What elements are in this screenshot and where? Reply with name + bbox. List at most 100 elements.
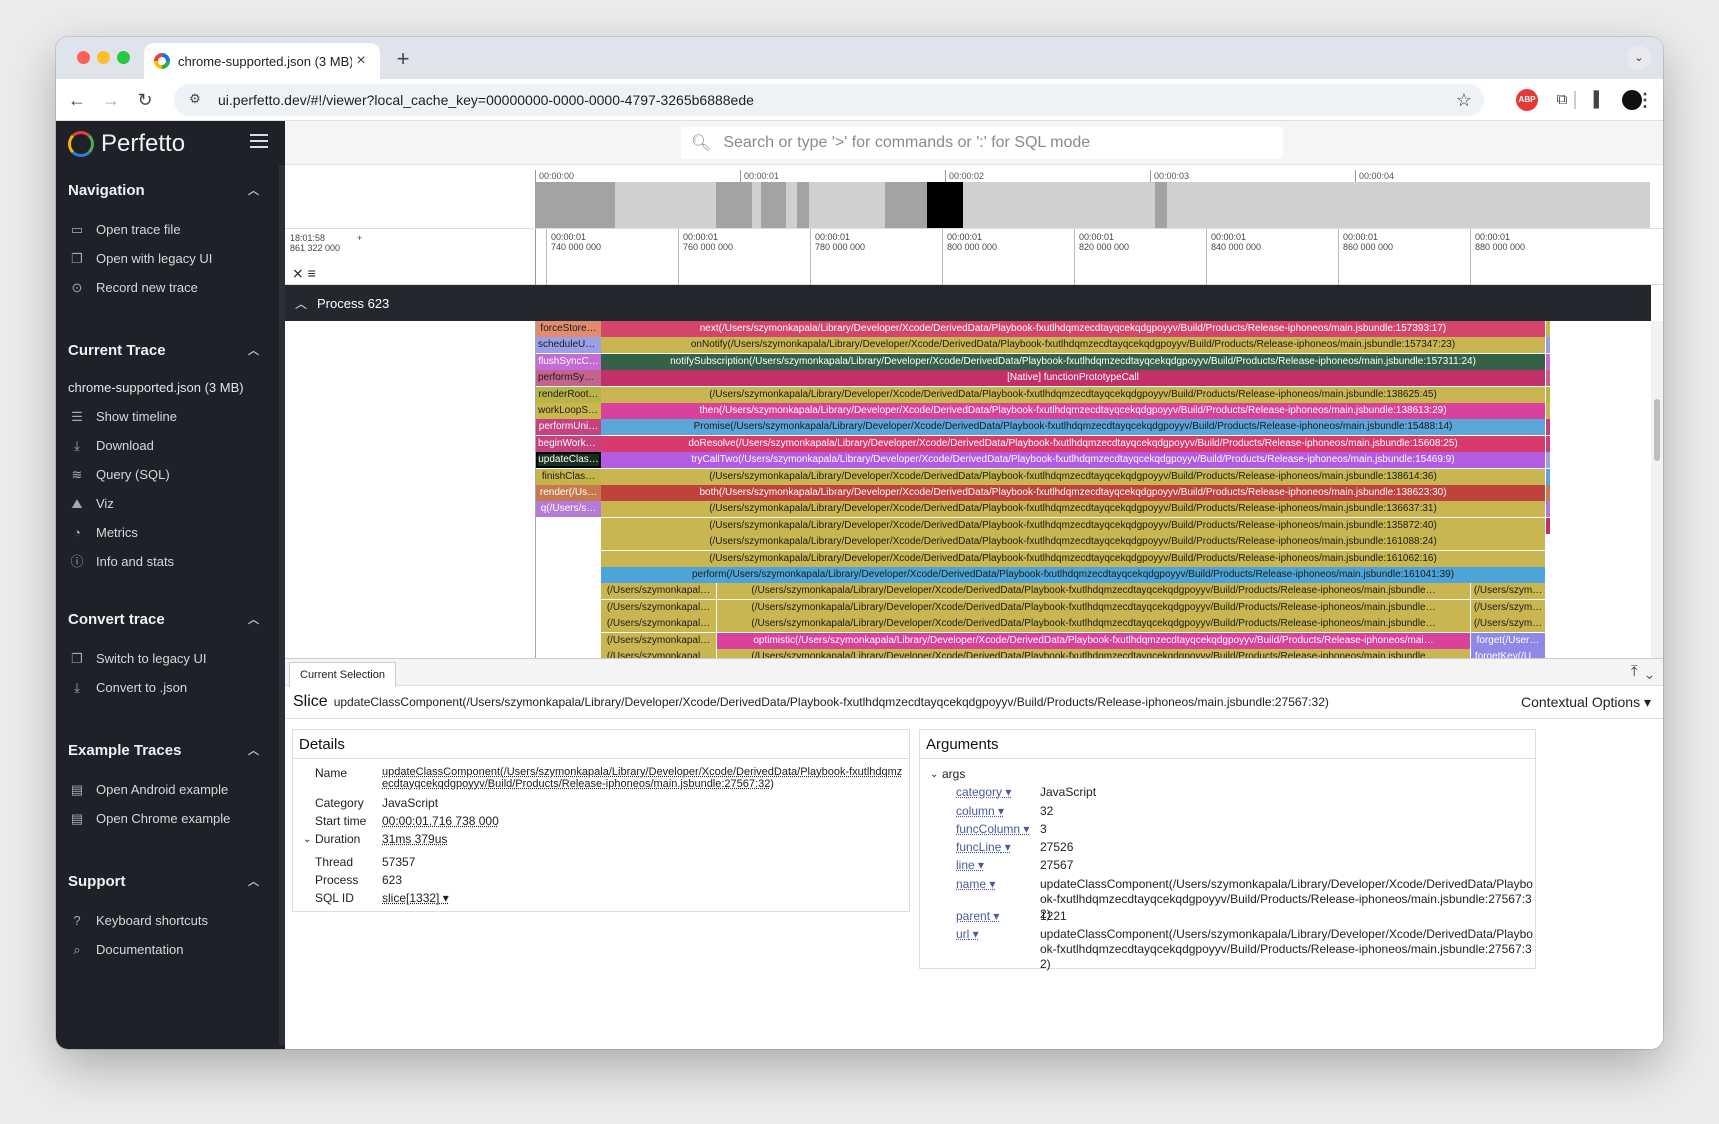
sidebar-item-open-trace-file[interactable]: ▭ Open trace file [56,215,279,244]
tab-current-selection[interactable]: Current Selection [289,662,396,687]
slice[interactable]: performSyn… [536,370,601,387]
argument-key[interactable]: parent ▾ [956,909,1040,924]
slice[interactable]: forceStore… [536,321,601,337]
slice[interactable]: finishClas… [536,468,601,485]
contextual-options-button[interactable]: Contextual Options ▾ [1521,694,1651,710]
overview-track[interactable] [535,182,1650,228]
add-marker-icon[interactable]: + [357,233,363,243]
slice[interactable]: onNotify(/Users/szymonkapala/Library/Dev… [601,337,1545,354]
slice[interactable]: (/Users/szymonkapala/Library/Developer/X… [717,616,1470,633]
tracks-scrollbar[interactable] [1651,321,1663,658]
profile-avatar[interactable] [1622,90,1642,110]
close-tab-icon[interactable]: × [356,52,366,69]
sidebar-item-download[interactable]: ⤓ Download [56,431,279,460]
process-track-header[interactable]: ︿ Process 623 [285,285,1651,321]
detail-name-link[interactable]: updateClassComponent(/Users/szymonkapala… [382,766,903,790]
slice[interactable]: notifySubscription(/Users/szymonkapala/L… [601,353,1545,370]
adblock-extension-icon[interactable]: ABP [1516,89,1538,111]
side-panel-icon[interactable]: ▌ [1593,91,1605,108]
sidebar-item-switch-legacy-ui[interactable]: ❐ Switch to legacy UI [56,644,279,673]
argument-key[interactable]: funcColumn ▾ [956,822,1040,837]
edge-slice[interactable] [1546,419,1550,436]
sidebar-item-keyboard-shortcuts[interactable]: ? Keyboard shortcuts [56,906,279,935]
slice[interactable]: render(/Us… [536,485,601,501]
sidebar-item-viz[interactable]: ⛰ Viz [56,489,279,518]
slice[interactable]: workLoopSy… [536,403,601,419]
slice[interactable]: (/Users/szymonkapal… [601,649,716,658]
detail-row-duration[interactable]: ⌄ Duration 31ms 379us [303,832,447,847]
slice[interactable]: (/Users/szymonkapala/Library/Developer/X… [717,599,1470,616]
edge-slice[interactable] [1546,501,1550,518]
close-window-button[interactable] [77,51,90,64]
chevron-up-icon[interactable]: ︿ [248,185,259,197]
slice[interactable]: Promise(/Users/szymonkapala/Library/Deve… [601,419,1545,436]
new-tab-icon[interactable]: + [396,46,410,71]
slice[interactable]: next(/Users/szymonkapala/Library/Develop… [601,321,1545,337]
sidebar-item-query-sql[interactable]: ≋ Query (SQL) [56,460,279,489]
omnibox-search[interactable]: 🔍︎ Search or type '>' for commands or ':… [681,127,1283,159]
slice[interactable]: (/Users/szym… [1471,583,1545,600]
slice[interactable]: (/Users/szymonkapal… [601,616,716,633]
argument-key[interactable]: category ▾ [956,785,1040,800]
edge-slice[interactable] [1546,468,1550,485]
chevron-up-icon[interactable]: ︿ [248,345,259,357]
zoom-window-button[interactable] [117,51,130,64]
selected-slice[interactable]: updateClas… [536,452,601,469]
overview-visible-window[interactable] [927,182,963,228]
sidebar-item-open-legacy-ui[interactable]: ❐ Open with legacy UI [56,244,279,273]
slice[interactable]: (/Users/szymonkapala/Library/Developer/X… [601,501,1545,518]
slice[interactable]: (/Users/szymonkapala/Library/Developer/X… [601,386,1545,403]
chevron-up-icon[interactable]: ︿ [248,745,259,757]
maximize-panel-icon[interactable]: ⤒ [1630,663,1638,680]
edge-slice[interactable] [1546,386,1550,403]
slice[interactable]: (/Users/szym… [1471,599,1545,616]
sidebar-item-documentation[interactable]: ⌕ Documentation [56,935,279,964]
slice-tracks[interactable]: forceStore… scheduleUp… flushSyncC… perform… [285,321,1651,658]
sidebar-item-metrics[interactable]: ◔ Metrics [56,518,279,547]
sql-id-link[interactable]: slice[1332] ▾ [382,891,449,905]
slice[interactable]: (/Users/szymonkapal… [601,583,716,600]
argument-key[interactable]: line ▾ [956,858,1040,873]
argument-key[interactable]: url ▾ [956,927,1040,972]
extensions-puzzle-icon[interactable]: ⧉ [1556,91,1568,108]
time-axis[interactable]: 18:01:58 +861 322 000 ⨯ ≡ 00:00:01 740 000… [285,228,1663,286]
sort-lines-icon[interactable]: ≡ [307,265,316,281]
slice[interactable]: (/Users/szymonkapala/Library/Developer/X… [601,534,1545,551]
browser-tab[interactable]: chrome-supported.json (3 MB) × [144,43,380,79]
sidebar-item-record-trace[interactable]: ⊙ Record new trace [56,273,279,302]
slice[interactable]: renderRoot… [536,386,601,403]
chevron-down-icon[interactable]: ⌄ [303,834,312,845]
sidebar-item-open-chrome-example[interactable]: ▤ Open Chrome example [56,804,279,833]
sidebar-item-open-android-example[interactable]: ▤ Open Android example [56,775,279,804]
slice[interactable]: forget(/User… [1471,632,1545,649]
overview-timeline[interactable]: 00:00:00 00:00:01 00:00:02 00:00:03 00:0… [285,165,1663,228]
edge-slice[interactable] [1546,321,1550,337]
slice[interactable]: (/Users/szymonkapal… [601,599,716,616]
slice[interactable]: (/Users/szymonkapala/Library/Developer/X… [601,517,1545,534]
slice[interactable]: (/Users/szymonkapal… [601,632,716,649]
sidebar-scrollbar[interactable] [279,165,285,1045]
section-header-support[interactable]: Support ︿ [56,870,279,892]
slice[interactable]: tryCallTwo(/Users/szymonkapala/Library/D… [601,452,1545,469]
edge-slice[interactable] [1546,370,1550,387]
slice[interactable]: flushSyncC… [536,353,601,370]
start-time-link[interactable]: 00:00:01.716 738 000 [382,814,499,828]
back-arrow-icon[interactable]: ← [68,90,86,110]
slice[interactable]: (/Users/szymonkapala/Library/Developer/X… [717,583,1470,600]
slice[interactable]: both(/Users/szymonkapala/Library/Develop… [601,485,1545,501]
chevron-up-icon[interactable]: ︿ [248,876,259,888]
address-bar[interactable]: ⚙ ui.perfetto.dev/#!/viewer?local_cache_… [174,84,1484,116]
slice[interactable]: performUni… [536,419,601,436]
slice[interactable]: beginWork$… [536,435,601,452]
slice[interactable]: optimistic(/Users/szymonkapala/Library/D… [717,632,1470,649]
argument-key[interactable]: name ▾ [956,877,1040,922]
chevron-up-icon[interactable]: ︿ [295,296,308,311]
tab-search-icon[interactable]: ⌄ [1627,46,1651,70]
sidebar-item-info-stats[interactable]: ⓘ Info and stats [56,547,279,576]
edge-slice[interactable] [1546,517,1550,534]
edge-slice[interactable] [1546,435,1550,452]
bookmark-star-icon[interactable]: ☆ [1455,89,1473,110]
collapse-panel-icon[interactable]: ⌄ [1645,663,1653,680]
scrollbar-thumb[interactable] [1654,399,1660,461]
edge-slice[interactable] [1546,403,1550,419]
